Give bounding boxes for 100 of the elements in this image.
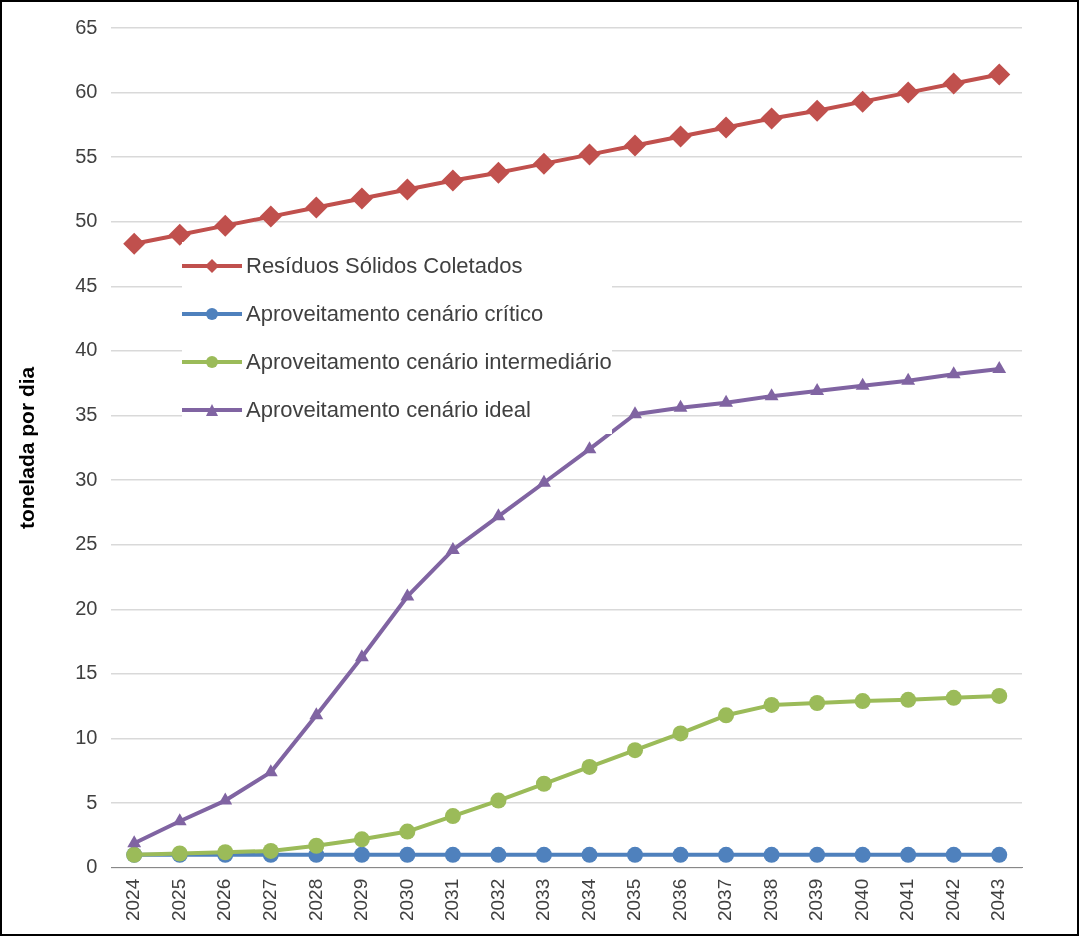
y-tick-label: 0: [86, 855, 98, 878]
point: [900, 846, 917, 863]
x-tick-label: 2042: [941, 878, 963, 922]
x-tick-label: 2031: [441, 878, 463, 922]
point: [399, 846, 416, 863]
point: [809, 846, 826, 863]
point: [168, 223, 191, 246]
y-tick-label: 50: [75, 209, 98, 232]
point: [764, 388, 779, 401]
y-tick-label: 65: [75, 15, 98, 38]
point: [897, 81, 920, 104]
point: [988, 63, 1011, 86]
point: [991, 687, 1008, 704]
point: [627, 846, 644, 863]
x-tick-label: 2027: [259, 878, 281, 922]
point: [855, 377, 870, 390]
point: [669, 125, 692, 148]
x-tick-label: 2025: [167, 878, 189, 922]
x-tick-label: 2039: [805, 878, 827, 922]
point: [396, 178, 419, 201]
point: [354, 649, 369, 662]
point: [487, 161, 510, 184]
x-tick-label: 2024: [122, 878, 144, 922]
x-tick-label: 2041: [896, 878, 918, 922]
point: [672, 725, 689, 742]
point: [672, 846, 689, 863]
point: [718, 846, 735, 863]
point: [537, 474, 551, 487]
y-tick-label: 25: [75, 532, 98, 555]
x-tick-label: 2026: [213, 878, 235, 922]
point: [809, 695, 826, 712]
point: [263, 764, 278, 777]
y-tick-label: 35: [75, 403, 98, 426]
point: [444, 808, 461, 825]
point: [535, 846, 552, 863]
point: [854, 846, 871, 863]
legend-label: Aproveitamento cenário crítico: [246, 301, 544, 327]
point: [353, 846, 370, 863]
x-tick-label: 2037: [714, 878, 736, 922]
point: [490, 846, 507, 863]
point: [673, 399, 688, 412]
point: [400, 588, 415, 601]
point: [945, 846, 962, 863]
point: [309, 707, 324, 720]
point: [444, 846, 461, 863]
point: [578, 143, 601, 166]
x-tick-label: 2040: [850, 878, 872, 922]
y-tick-label: 40: [75, 338, 98, 361]
x-tick-label: 2034: [577, 878, 599, 922]
point: [628, 406, 642, 419]
point: [806, 99, 829, 122]
point: [172, 813, 187, 826]
point: [582, 441, 597, 454]
legend-label: Aproveitamento cenário ideal: [246, 397, 531, 423]
point: [991, 846, 1008, 863]
point: [214, 214, 237, 237]
x-tick-label: 2038: [759, 878, 781, 922]
point: [350, 187, 373, 210]
x-tick-label: 2035: [623, 878, 645, 922]
point: [627, 742, 644, 759]
point: [763, 696, 780, 713]
point: [715, 116, 738, 139]
point: [992, 361, 1007, 374]
point: [851, 90, 874, 113]
point: [535, 775, 552, 792]
point: [810, 383, 825, 396]
point: [900, 691, 917, 708]
point: [308, 837, 325, 854]
point: [532, 152, 555, 175]
point: [262, 842, 279, 859]
y-tick-label: 30: [75, 467, 98, 490]
y-tick-label: 55: [75, 144, 98, 167]
point: [441, 169, 464, 192]
point: [123, 232, 146, 255]
point: [624, 134, 647, 157]
x-tick-label: 2033: [532, 878, 554, 922]
point: [942, 72, 965, 95]
x-tick-label: 2030: [395, 878, 417, 922]
y-tick-label: 10: [75, 726, 98, 749]
y-tick-label: 45: [75, 273, 98, 296]
point: [491, 508, 506, 521]
y-tick-label: 5: [86, 790, 98, 813]
y-tick-label: 15: [75, 661, 98, 684]
point: [760, 107, 783, 130]
point: [127, 835, 142, 848]
x-tick-label: 2028: [304, 878, 326, 922]
y-tick-label: 60: [75, 80, 98, 103]
x-tick-label: 2032: [486, 878, 508, 922]
legend-label: Resíduos Sólidos Coletados: [246, 253, 523, 279]
point: [719, 394, 733, 407]
point: [945, 689, 962, 706]
point: [259, 205, 282, 228]
legend-label: Aproveitamento cenário intermediário: [246, 349, 612, 375]
point: [946, 366, 961, 379]
point: [353, 831, 370, 848]
point: [763, 846, 780, 863]
x-tick-label: 2043: [987, 878, 1009, 922]
point: [399, 823, 416, 840]
y-tick-label: 20: [75, 596, 98, 619]
point: [445, 541, 460, 554]
